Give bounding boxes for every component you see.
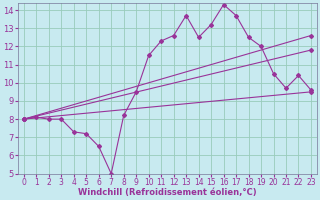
X-axis label: Windchill (Refroidissement éolien,°C): Windchill (Refroidissement éolien,°C) <box>78 188 257 197</box>
